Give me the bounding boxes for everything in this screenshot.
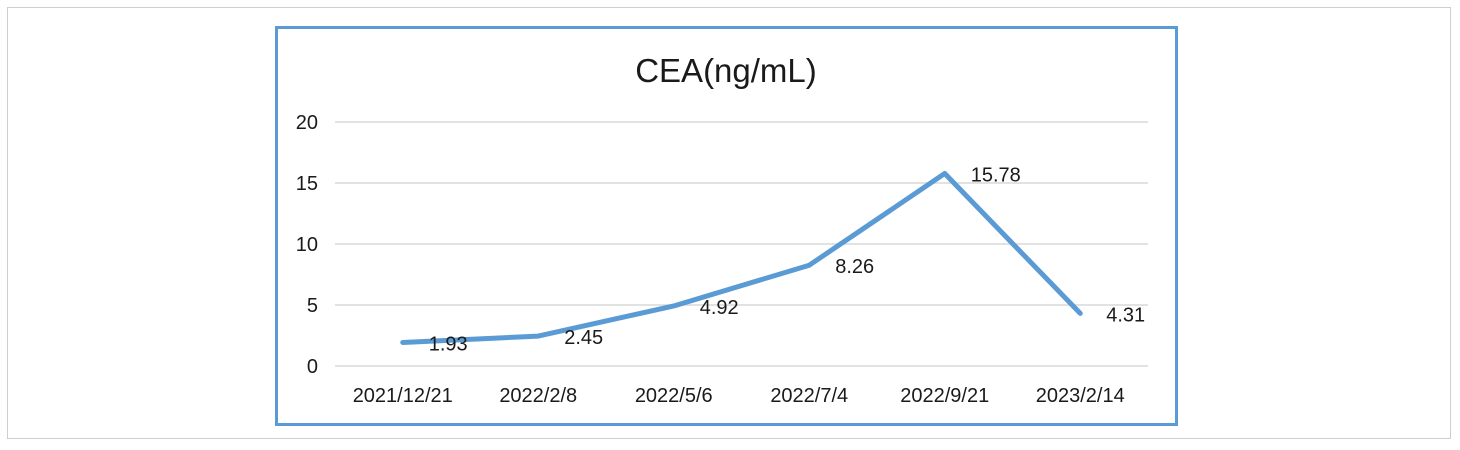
gridlines	[335, 121, 1148, 367]
data-label: 2.45	[564, 327, 603, 349]
x-tick-label: 2022/7/4	[770, 385, 848, 407]
x-axis-ticks: 2021/12/21 2022/2/8 2022/5/6 2022/7/4 2022/9…	[353, 385, 1125, 407]
chart-title: CEA(ng/mL)	[635, 52, 817, 89]
x-tick-label: 2023/2/14	[1036, 385, 1125, 407]
data-labels: 1.93 2.45 4.92 8.26 15.78 4.31	[429, 164, 1145, 355]
series-line-cea	[400, 170, 1083, 345]
x-tick-label: 2022/2/8	[499, 385, 577, 407]
data-label: 4.31	[1106, 304, 1145, 326]
x-tick-label: 2021/12/21	[353, 385, 453, 407]
x-tick-label: 2022/9/21	[900, 385, 989, 407]
y-tick-label: 5	[307, 295, 318, 317]
data-label: 4.92	[700, 297, 739, 319]
y-axis-ticks: 0 5 10 15 20	[296, 112, 318, 378]
y-tick-label: 10	[296, 234, 318, 256]
x-tick-label: 2022/5/6	[635, 385, 713, 407]
data-label: 1.93	[429, 333, 468, 355]
y-tick-label: 20	[296, 112, 318, 134]
data-label: 15.78	[971, 164, 1021, 186]
chart-container	[275, 26, 1178, 426]
y-tick-label: 15	[296, 173, 318, 195]
data-label: 8.26	[835, 256, 874, 278]
series-group	[400, 170, 1083, 345]
y-tick-label: 0	[307, 356, 318, 378]
